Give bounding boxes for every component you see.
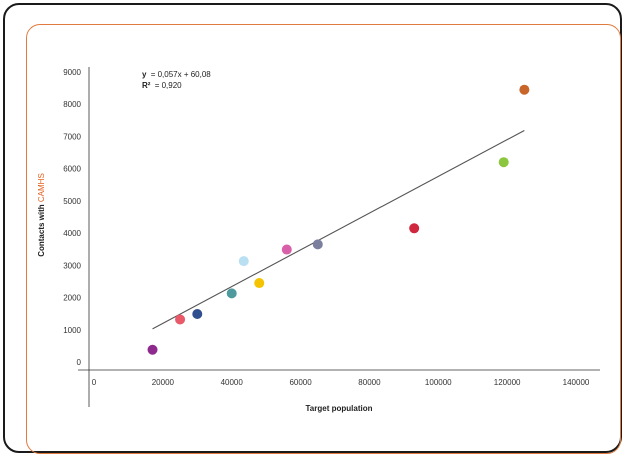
trendline-equation: y = 0,057x + 60,08 xyxy=(142,70,211,79)
x-tick-label: 100000 xyxy=(425,378,452,387)
data-point xyxy=(281,244,292,255)
trendline xyxy=(152,129,525,330)
y-tick-label: 3000 xyxy=(63,261,81,270)
y-axis-title: Contacts with CAMHS xyxy=(37,173,46,257)
data-points xyxy=(147,84,530,355)
y-tick-label: 2000 xyxy=(63,294,81,303)
y-tick-label: 1000 xyxy=(63,326,81,335)
data-point xyxy=(226,288,237,299)
data-point xyxy=(519,84,530,95)
x-tick-label: 120000 xyxy=(494,378,521,387)
x-tick-label: 80000 xyxy=(358,378,381,387)
data-point xyxy=(192,308,203,319)
y-tick-label: 4000 xyxy=(63,229,81,238)
y-tick-label: 0 xyxy=(77,358,82,367)
x-axis-title: Target population xyxy=(306,404,373,413)
y-tick-label: 9000 xyxy=(63,68,81,77)
r-squared-label: R² = 0,920 xyxy=(142,81,182,90)
x-tick-label: 60000 xyxy=(289,378,312,387)
y-tick-label: 6000 xyxy=(63,165,81,174)
data-point xyxy=(312,239,323,250)
y-tick-label: 7000 xyxy=(63,132,81,141)
y-tick-label: 5000 xyxy=(63,197,81,206)
data-point xyxy=(498,157,509,168)
data-point xyxy=(147,344,158,355)
data-point xyxy=(254,278,265,289)
y-tick-labels: 0 1000 2000 3000 4000 5000 6000 7000 8000 9000 xyxy=(63,68,81,367)
x-tick-label: 40000 xyxy=(221,378,244,387)
x-tick-label: 20000 xyxy=(152,378,175,387)
y-tick-label: 8000 xyxy=(63,100,81,109)
data-point xyxy=(409,223,420,234)
scatter-chart: 0 1000 2000 3000 4000 5000 6000 7000 8000 9000 0 2… xyxy=(37,67,600,413)
x-tick-label: 0 xyxy=(92,378,97,387)
data-point xyxy=(238,256,249,267)
x-tick-labels: 0 20000 40000 60000 80000 100000 120000 140000 xyxy=(92,378,590,387)
x-tick-label: 140000 xyxy=(563,378,590,387)
data-point xyxy=(175,314,186,325)
